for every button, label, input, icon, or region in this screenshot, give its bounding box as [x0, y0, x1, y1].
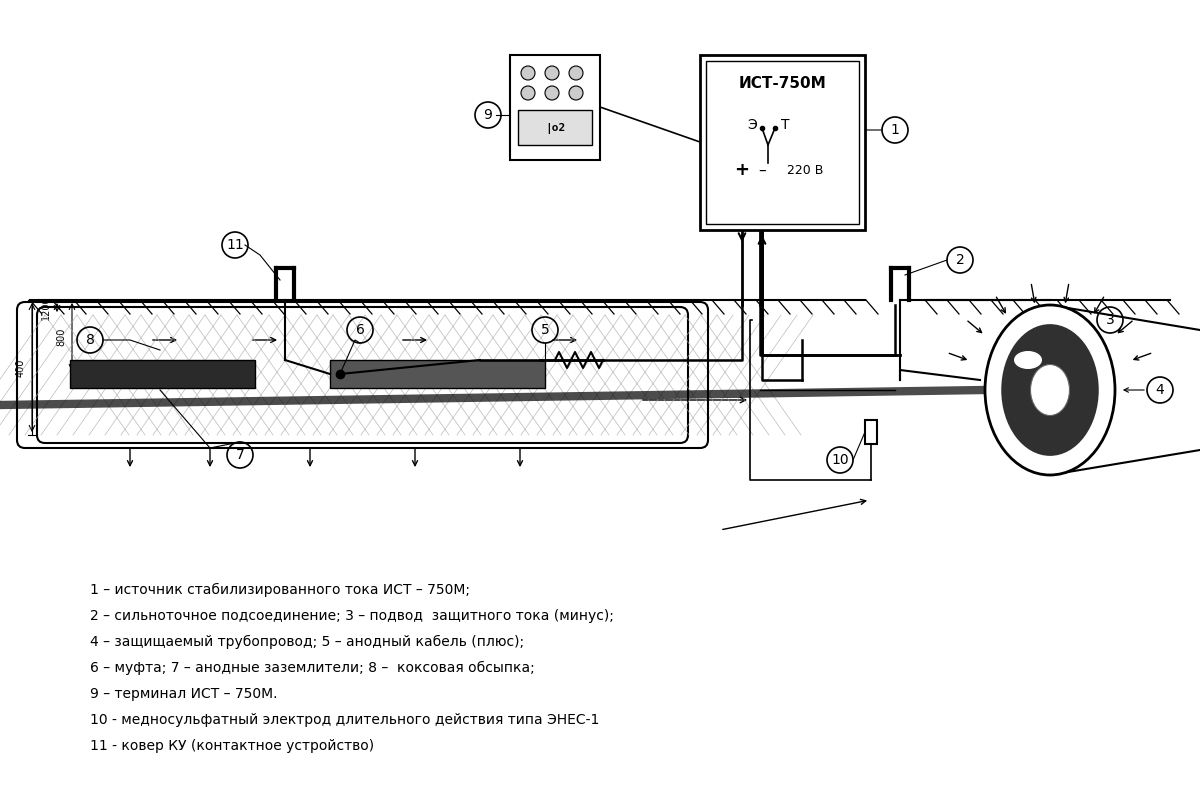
Text: 6 – муфта; 7 – анодные заземлители; 8 –  коксовая обсыпка;: 6 – муфта; 7 – анодные заземлители; 8 – … — [90, 661, 535, 675]
Bar — [700, 55, 865, 230]
Text: 2: 2 — [955, 253, 965, 267]
Text: 9: 9 — [484, 108, 492, 122]
Text: 400: 400 — [16, 359, 26, 376]
Circle shape — [521, 86, 535, 100]
Ellipse shape — [1014, 351, 1042, 369]
Text: +: + — [734, 161, 750, 179]
Text: –: – — [758, 163, 766, 177]
Ellipse shape — [985, 305, 1115, 475]
Bar — [510, 55, 600, 160]
Text: 1 – источник стабилизированного тока ИСТ – 750М;: 1 – источник стабилизированного тока ИСТ… — [90, 583, 470, 597]
Text: 800: 800 — [56, 328, 66, 347]
Text: 10 - медносульфатный электрод длительного действия типа ЭНЕС-1: 10 - медносульфатный электрод длительног… — [90, 713, 599, 727]
Text: 11 - ковер КУ (контактное устройство): 11 - ковер КУ (контактное устройство) — [90, 739, 374, 753]
Text: 11: 11 — [226, 238, 244, 252]
Bar — [330, 360, 545, 388]
Circle shape — [569, 86, 583, 100]
Text: |o2: |o2 — [545, 123, 565, 134]
Text: Э: Э — [748, 118, 757, 132]
Text: 10: 10 — [832, 453, 848, 467]
Text: 3: 3 — [1105, 313, 1115, 327]
Text: 7: 7 — [235, 448, 245, 462]
Circle shape — [545, 86, 559, 100]
Text: 4 – защищаемый трубопровод; 5 – анодный кабель (плюс);: 4 – защищаемый трубопровод; 5 – анодный … — [90, 635, 524, 649]
Ellipse shape — [1031, 364, 1069, 416]
Text: 6: 6 — [355, 323, 365, 337]
Text: 2 – сильноточное подсоединение; 3 – подвод  защитного тока (минус);: 2 – сильноточное подсоединение; 3 – подв… — [90, 609, 614, 623]
FancyBboxPatch shape — [37, 307, 688, 443]
Ellipse shape — [1001, 324, 1099, 456]
Text: ИСТ-750М: ИСТ-750М — [739, 76, 827, 90]
Text: 8: 8 — [85, 333, 95, 347]
Text: 9 – терминал ИСТ – 750М.: 9 – терминал ИСТ – 750М. — [90, 687, 277, 701]
Circle shape — [521, 66, 535, 80]
Text: Т: Т — [781, 118, 790, 132]
Bar — [865, 420, 877, 444]
Circle shape — [569, 66, 583, 80]
Text: 1: 1 — [890, 123, 900, 137]
Text: 1200: 1200 — [41, 295, 50, 320]
Text: 4: 4 — [1156, 383, 1164, 397]
Bar — [70, 360, 256, 388]
Bar — [518, 110, 592, 145]
Circle shape — [545, 66, 559, 80]
Text: 220 В: 220 В — [787, 164, 823, 177]
Text: 5: 5 — [541, 323, 550, 337]
Bar — [706, 61, 859, 224]
